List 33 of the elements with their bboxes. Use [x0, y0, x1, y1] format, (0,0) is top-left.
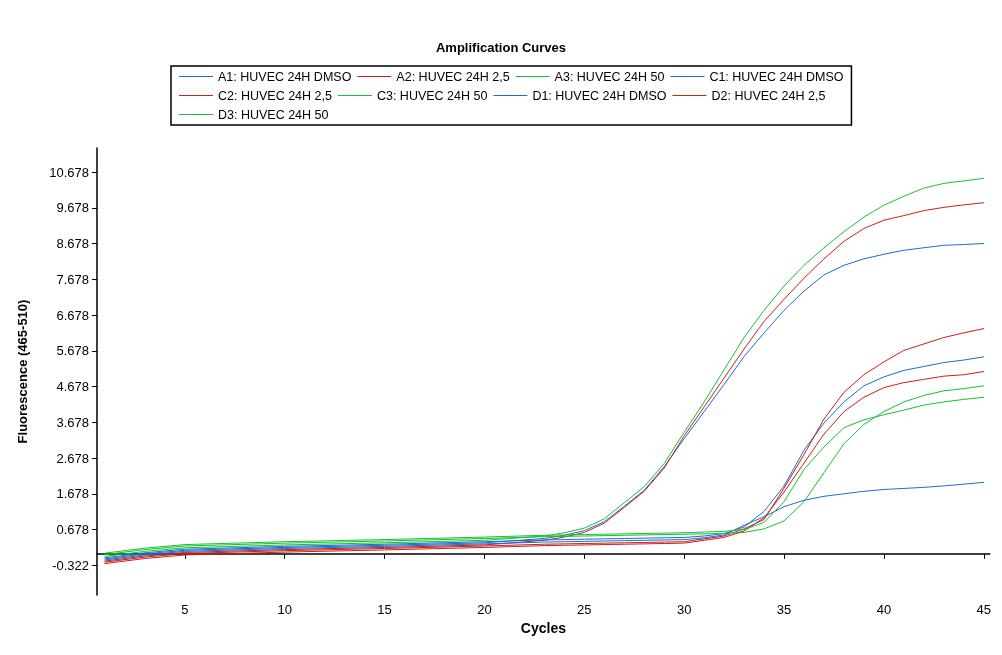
y-tick-label: 3.678 — [56, 414, 89, 430]
y-tick-label: 6.678 — [56, 307, 89, 323]
legend-label: C3: HUVEC 24H 50 — [376, 88, 488, 103]
y-tick-label: -0.322 — [52, 557, 89, 573]
y-tick-label: 8.678 — [56, 236, 89, 252]
chart-title: Amplification Curves — [435, 40, 567, 55]
legend-label: D1: HUVEC 24H DMSO — [532, 88, 667, 103]
x-tick-label: 15 — [377, 602, 392, 617]
x-tick-label: 40 — [876, 602, 892, 617]
x-tick-label: 20 — [477, 602, 492, 617]
y-axis-title: Fluorescence (465-510) — [15, 299, 30, 444]
y-tick-label: 10.678 — [49, 164, 89, 180]
x-tick-label: 25 — [577, 602, 592, 617]
x-tick-label: 30 — [676, 602, 692, 617]
legend-label: D3: HUVEC 24H 50 — [218, 107, 329, 122]
y-tick-label: 2.678 — [56, 450, 89, 466]
legend-label: D2: HUVEC 24H 2,5 — [711, 88, 826, 103]
y-tick-label: 1.678 — [56, 486, 89, 502]
x-tick-label: 35 — [776, 602, 792, 617]
x-tick-label: 45 — [976, 602, 992, 617]
x-axis-title: Cycles — [520, 619, 567, 636]
y-tick-label: 7.678 — [56, 271, 89, 287]
legend-label: C2: HUVEC 24H 2,5 — [218, 88, 332, 103]
x-tick-label: 10 — [277, 602, 292, 617]
x-tick-label: 5 — [181, 602, 189, 617]
legend-label: A3: HUVEC 24H 50 — [554, 69, 665, 84]
y-tick-label: 4.678 — [56, 379, 89, 395]
y-tick-label: 5.678 — [56, 343, 89, 359]
y-tick-label: 0.678 — [56, 522, 89, 538]
legend-label: C1: HUVEC 24H DMSO — [709, 69, 844, 84]
legend-label: A1: HUVEC 24H DMSO — [218, 69, 352, 84]
y-tick-label: 9.678 — [56, 200, 89, 216]
legend-label: A2: HUVEC 24H 2,5 — [396, 69, 510, 84]
